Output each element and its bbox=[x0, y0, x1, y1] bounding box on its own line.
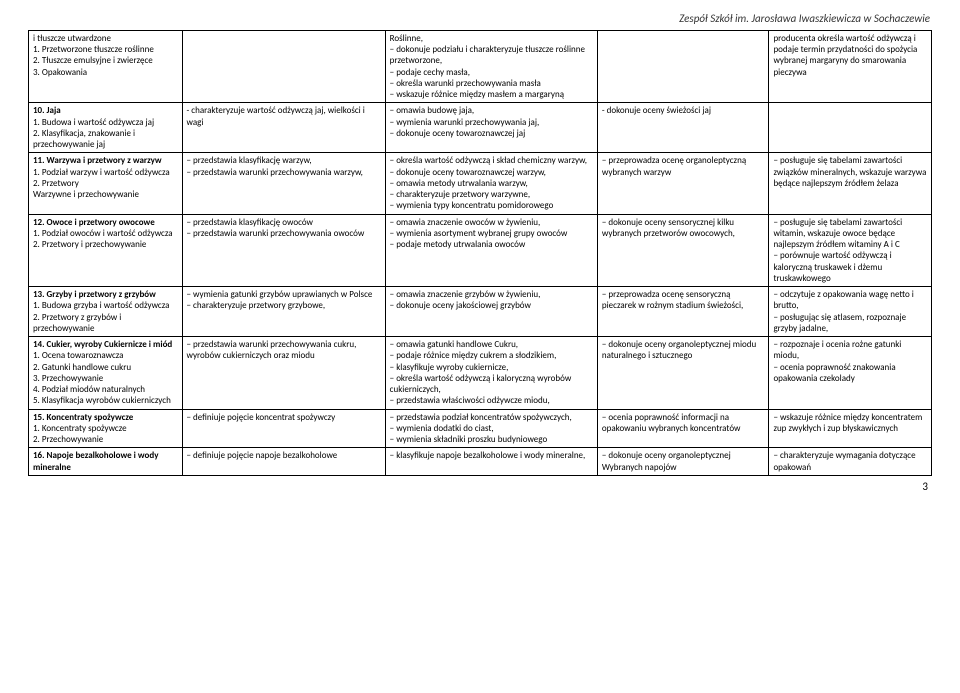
cell-text: − klasyfikuje napoje bezalkoholowe i wod… bbox=[390, 450, 586, 461]
content-cell: Roślinne, − dokonuje podziału i charakte… bbox=[385, 30, 597, 103]
page-header: Zespół Szkół im. Jarosława Iwaszkiewicza… bbox=[28, 12, 932, 26]
table-row: 16. Napoje bezalkoholowe i wody mineraln… bbox=[29, 448, 932, 476]
content-cell: − wymienia gatunki grzybów uprawianych w… bbox=[182, 287, 385, 337]
content-cell: − dokonuje oceny sensorycznej kilku wybr… bbox=[597, 214, 769, 287]
content-cell: − odczytuje z opakowania wagę netto i br… bbox=[769, 287, 932, 337]
table-row: 12. Owoce i przetwory owocowe1. Podział … bbox=[29, 214, 932, 287]
content-cell: − definiuje pojęcie koncentrat spożywczy bbox=[182, 409, 385, 448]
cell-text: − omawia znaczenie owoców w żywieniu, − … bbox=[390, 217, 568, 251]
topic-heading: 15. Koncentraty spożywcze bbox=[33, 412, 133, 423]
cell-text: Roślinne, − dokonuje podziału i charakte… bbox=[390, 33, 587, 100]
table-row: 10. Jaja1. Budowa i wartość odżywcza jaj… bbox=[29, 103, 932, 153]
content-cell: − charakteryzuje wymagania dotyczące opa… bbox=[769, 448, 932, 476]
cell-text: − charakteryzuje wymagania dotyczące opa… bbox=[773, 450, 917, 472]
content-cell: − określa wartość odżywczą i skład chemi… bbox=[385, 153, 597, 214]
content-cell: - charakteryzuje wartość odżywczą jaj, w… bbox=[182, 103, 385, 153]
content-cell: - dokonuje oceny świeżości jaj bbox=[597, 103, 769, 153]
content-cell: − dokonuje oceny organoleptycznej miodu … bbox=[597, 337, 769, 410]
content-cell: − dokonuje oceny organoleptycznej Wybran… bbox=[597, 448, 769, 476]
topic-sub: 1. Budowa grzyba i wartość odżywcza 2. P… bbox=[33, 300, 169, 334]
topic-cell: 10. Jaja1. Budowa i wartość odżywcza jaj… bbox=[29, 103, 183, 153]
content-cell bbox=[182, 30, 385, 103]
curriculum-table: i tłuszcze utwardzone 1. Przetworzone tł… bbox=[28, 30, 932, 476]
cell-text: − rozpoznaje i ocenia rożne gatunki miod… bbox=[773, 339, 903, 384]
page: Zespół Szkół im. Jarosława Iwaszkiewicza… bbox=[0, 0, 960, 502]
cell-text: − ocenia poprawność informacji na opakow… bbox=[602, 412, 741, 434]
cell-text: − definiuje pojęcie koncentrat spożywczy bbox=[187, 412, 336, 423]
topic-heading: 11. Warzywa i przetwory z warzyw bbox=[33, 155, 162, 166]
content-cell: − rozpoznaje i ocenia rożne gatunki miod… bbox=[769, 337, 932, 410]
content-cell: − omawia budowę jaja, − wymienia warunki… bbox=[385, 103, 597, 153]
content-cell bbox=[769, 103, 932, 153]
content-cell: − przedstawia klasyfikację warzyw, − prz… bbox=[182, 153, 385, 214]
cell-text: − przeprowadza ocenę organoleptyczną wyb… bbox=[602, 155, 748, 177]
cell-text: − przedstawia klasyfikację warzyw, − prz… bbox=[187, 155, 363, 177]
content-cell: − omawia znaczenie grzybów w żywieniu, −… bbox=[385, 287, 597, 337]
cell-text: − przedstawia klasyfikację owoców − prze… bbox=[187, 217, 365, 239]
topic-cell: 11. Warzywa i przetwory z warzyw1. Podzi… bbox=[29, 153, 183, 214]
content-cell: − klasyfikuje napoje bezalkoholowe i wod… bbox=[385, 448, 597, 476]
cell-text: − przedstawia warunki przechowywania cuk… bbox=[187, 339, 359, 361]
topic-heading: 14. Cukier, wyroby Cukiernicze i miód bbox=[33, 339, 172, 350]
table-row: i tłuszcze utwardzone 1. Przetworzone tł… bbox=[29, 30, 932, 103]
cell-text: − posługuje się tabelami zawartości zwią… bbox=[773, 155, 928, 189]
cell-text: − dokonuje oceny organoleptycznej Wybran… bbox=[602, 450, 733, 472]
cell-text: − dokonuje oceny sensorycznej kilku wybr… bbox=[602, 217, 736, 239]
content-cell: − wskazuje różnice między koncentratem z… bbox=[769, 409, 932, 448]
cell-text: − dokonuje oceny organoleptycznej miodu … bbox=[602, 339, 758, 361]
cell-text: producenta określa wartość odżywczą i po… bbox=[773, 33, 919, 78]
topic-cell-text: i tłuszcze utwardzone 1. Przetworzone tł… bbox=[33, 33, 154, 78]
content-cell: − posługuje się tabelami zawartości zwią… bbox=[769, 153, 932, 214]
topic-heading: 12. Owoce i przetwory owocowe bbox=[33, 217, 155, 228]
topic-sub: 1. Koncentraty spożywcze 2. Przechowywan… bbox=[33, 423, 127, 445]
table-row: 11. Warzywa i przetwory z warzyw1. Podzi… bbox=[29, 153, 932, 214]
topic-heading: 16. Napoje bezalkoholowe i wody mineraln… bbox=[33, 450, 161, 472]
cell-text: − określa wartość odżywczą i skład chemi… bbox=[390, 155, 587, 211]
cell-text: − omawia znaczenie grzybów w żywieniu, −… bbox=[390, 289, 541, 311]
cell-text: − posługuje się tabelami zawartości wita… bbox=[773, 217, 904, 284]
cell-text: - dokonuje oceny świeżości jaj bbox=[602, 105, 711, 116]
topic-cell: 14. Cukier, wyroby Cukiernicze i miód1. … bbox=[29, 337, 183, 410]
content-cell: − przedstawia podział koncentratów spoży… bbox=[385, 409, 597, 448]
topic-heading: 10. Jaja bbox=[33, 105, 61, 116]
topic-sub: 1. Budowa i wartość odżywcza jaj 2. Klas… bbox=[33, 117, 154, 151]
content-cell: − przeprowadza ocenę organoleptyczną wyb… bbox=[597, 153, 769, 214]
content-cell: − przedstawia klasyfikację owoców − prze… bbox=[182, 214, 385, 287]
topic-cell: i tłuszcze utwardzone 1. Przetworzone tł… bbox=[29, 30, 183, 103]
content-cell: − omawia znaczenie owoców w żywieniu, − … bbox=[385, 214, 597, 287]
table-row: 15. Koncentraty spożywcze1. Koncentraty … bbox=[29, 409, 932, 448]
cell-text: − definiuje pojęcie napoje bezalkoholowe bbox=[187, 450, 338, 461]
content-cell: − przeprowadza ocenę sensoryczną pieczar… bbox=[597, 287, 769, 337]
page-number: 3 bbox=[28, 476, 932, 494]
topic-sub: 1. Ocena towaroznawcza 2. Gatunki handlo… bbox=[33, 350, 171, 406]
content-cell: − przedstawia warunki przechowywania cuk… bbox=[182, 337, 385, 410]
cell-text: − przedstawia podział koncentratów spoży… bbox=[390, 412, 572, 446]
table-row: 14. Cukier, wyroby Cukiernicze i miód1. … bbox=[29, 337, 932, 410]
cell-text: − przeprowadza ocenę sensoryczną pieczar… bbox=[602, 289, 743, 311]
topic-sub: 1. Podział owoców i wartość odżywcza 2. … bbox=[33, 228, 173, 250]
content-cell: producenta określa wartość odżywczą i po… bbox=[769, 30, 932, 103]
topic-sub: 1. Podział warzyw i wartość odżywcza 2. … bbox=[33, 167, 170, 201]
topic-cell: 16. Napoje bezalkoholowe i wody mineraln… bbox=[29, 448, 183, 476]
topic-cell: 12. Owoce i przetwory owocowe1. Podział … bbox=[29, 214, 183, 287]
content-cell: − ocenia poprawność informacji na opakow… bbox=[597, 409, 769, 448]
cell-text: − wskazuje różnice między koncentratem z… bbox=[773, 412, 924, 434]
topic-heading: 13. Grzyby i przetwory z grzybów bbox=[33, 289, 156, 300]
cell-text: - charakteryzuje wartość odżywczą jaj, w… bbox=[187, 105, 367, 127]
cell-text: − wymienia gatunki grzybów uprawianych w… bbox=[187, 289, 373, 311]
topic-cell: 13. Grzyby i przetwory z grzybów1. Budow… bbox=[29, 287, 183, 337]
cell-text: − omawia gatunki handlowe Cukru, − podaj… bbox=[390, 339, 574, 406]
content-cell: − definiuje pojęcie napoje bezalkoholowe bbox=[182, 448, 385, 476]
content-cell: − posługuje się tabelami zawartości wita… bbox=[769, 214, 932, 287]
topic-cell: 15. Koncentraty spożywcze1. Koncentraty … bbox=[29, 409, 183, 448]
table-row: 13. Grzyby i przetwory z grzybów1. Budow… bbox=[29, 287, 932, 337]
content-cell: − omawia gatunki handlowe Cukru, − podaj… bbox=[385, 337, 597, 410]
cell-text: − odczytuje z opakowania wagę netto i br… bbox=[773, 289, 915, 334]
cell-text: − omawia budowę jaja, − wymienia warunki… bbox=[390, 105, 540, 139]
content-cell bbox=[597, 30, 769, 103]
